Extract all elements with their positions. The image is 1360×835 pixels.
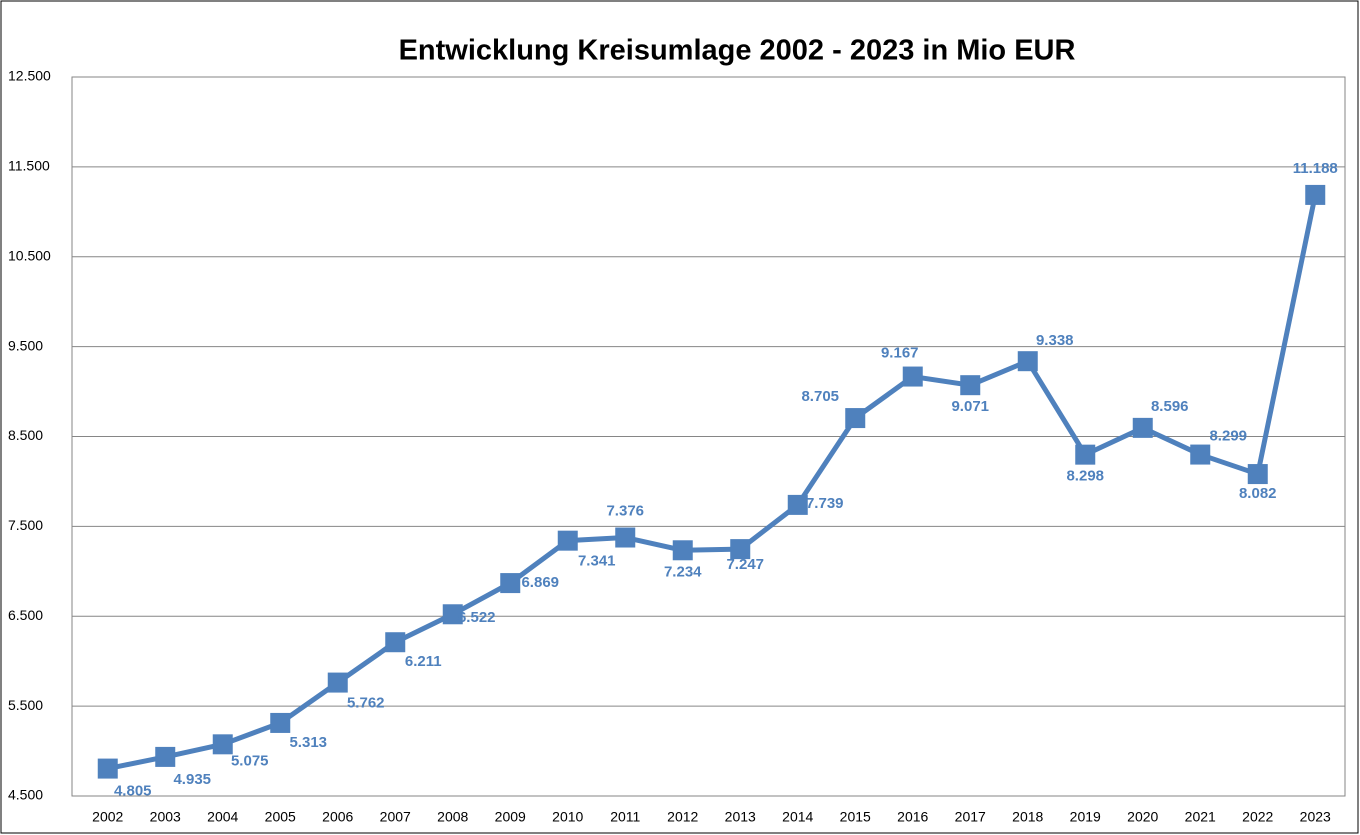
data-marker: [672, 540, 693, 561]
data-label: 8.596: [1151, 398, 1189, 415]
data-label: 4.935: [173, 771, 211, 788]
data-marker: [500, 573, 521, 594]
x-tick-label: 2004: [207, 809, 238, 825]
data-marker: [385, 632, 406, 653]
x-tick-label: 2008: [437, 809, 468, 825]
data-label: 7.376: [606, 502, 644, 519]
x-tick-label: 2009: [495, 809, 526, 825]
data-label: 11.188: [1293, 160, 1338, 177]
data-label: 7.234: [664, 563, 702, 580]
x-tick-label: 2014: [782, 809, 813, 825]
data-marker: [960, 375, 981, 396]
data-label: 6.211: [405, 653, 442, 670]
x-tick-label: 2003: [150, 809, 181, 825]
data-label: 9.071: [951, 398, 989, 415]
data-label: 8.299: [1209, 428, 1247, 445]
x-tick-label: 2020: [1127, 809, 1158, 825]
data-marker: [327, 672, 348, 693]
data-line: [107, 194, 1318, 772]
chart-title: Entwicklung Kreisumlage 2002 - 2023 in M…: [399, 35, 1076, 67]
x-tick-label: 2002: [92, 809, 123, 825]
data-marker: [212, 734, 233, 755]
y-tick-label: 11.500: [8, 158, 50, 174]
data-label: 9.167: [881, 345, 919, 362]
x-tick-label: 2010: [552, 809, 583, 825]
x-tick-label: 2017: [955, 809, 986, 825]
x-tick-label: 2011: [610, 809, 640, 825]
data-marker: [1305, 184, 1326, 205]
x-tick-label: 2023: [1300, 809, 1331, 825]
x-tick-label: 2019: [1070, 809, 1101, 825]
x-tick-label: 2007: [380, 809, 411, 825]
y-tick-label: 12.500: [8, 68, 51, 84]
data-marker: [1247, 464, 1268, 485]
y-tick-label: 6.500: [8, 607, 43, 623]
data-marker: [97, 758, 118, 779]
data-label: 7.341: [578, 553, 616, 570]
x-tick-label: 2006: [322, 809, 353, 825]
data-label: 6.522: [458, 609, 496, 626]
data-marker: [730, 539, 751, 560]
data-marker: [845, 408, 866, 429]
data-marker: [155, 746, 176, 767]
y-tick-label: 5.500: [8, 697, 43, 713]
data-label: 5.313: [289, 734, 327, 751]
data-marker: [1190, 444, 1211, 465]
y-tick-label: 4.500: [8, 787, 43, 803]
data-marker: [1132, 417, 1153, 438]
x-tick-label: 2005: [265, 809, 296, 825]
data-marker: [1017, 351, 1038, 372]
data-label: 5.762: [347, 695, 385, 712]
data-marker: [902, 366, 923, 387]
y-tick-label: 7.500: [8, 517, 43, 533]
data-marker: [270, 712, 291, 733]
data-label: 7.247: [726, 556, 764, 573]
data-marker: [1075, 444, 1096, 465]
plot-frame: [71, 76, 1346, 797]
x-tick-label: 2015: [840, 809, 871, 825]
y-tick-label: 8.500: [8, 427, 43, 443]
data-label: 4.805: [114, 783, 152, 800]
data-label: 8.082: [1239, 485, 1277, 502]
x-tick-label: 2022: [1242, 809, 1273, 825]
x-tick-label: 2013: [725, 809, 756, 825]
x-tick-label: 2016: [897, 809, 928, 825]
data-label: 8.298: [1066, 468, 1104, 485]
data-label: 6.869: [521, 574, 559, 591]
data-marker: [557, 530, 578, 551]
y-tick-label: 9.500: [8, 337, 43, 353]
data-label: 7.739: [806, 495, 844, 512]
data-marker: [615, 527, 636, 548]
x-tick-label: 2018: [1012, 809, 1043, 825]
data-marker: [442, 604, 463, 625]
data-label: 5.075: [231, 752, 269, 769]
y-tick-label: 10.500: [8, 247, 51, 263]
data-label: 8.705: [801, 388, 839, 405]
data-marker: [787, 494, 808, 515]
data-label: 9.338: [1036, 332, 1074, 349]
x-tick-label: 2012: [667, 809, 698, 825]
x-tick-label: 2021: [1185, 809, 1216, 825]
